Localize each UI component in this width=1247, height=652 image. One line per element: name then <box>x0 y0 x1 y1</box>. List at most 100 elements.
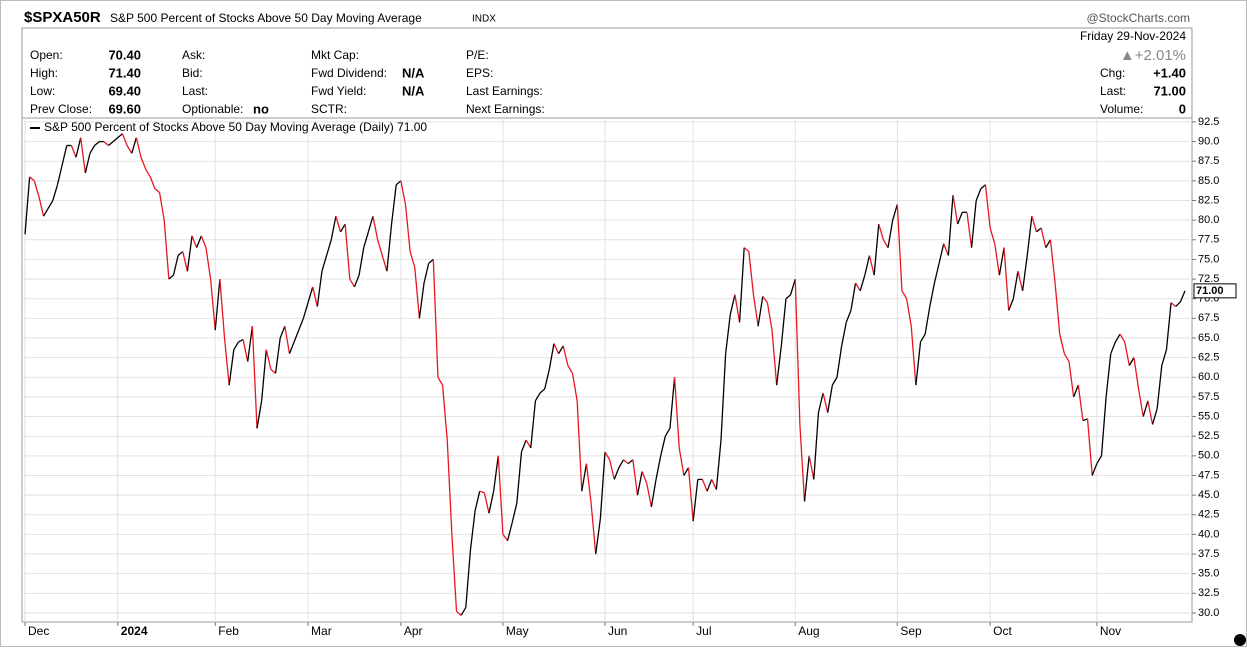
line-segment <box>776 345 782 386</box>
line-segment <box>1017 271 1024 291</box>
y-tick-label: 47.5 <box>1198 469 1219 481</box>
quote-label: Last: <box>182 84 208 98</box>
line-segment <box>831 376 838 386</box>
line-segment <box>813 412 820 480</box>
line-segment <box>762 295 768 304</box>
y-tick-label: 90.0 <box>1198 135 1219 147</box>
line-segment <box>1161 349 1168 366</box>
line-segment <box>358 247 365 276</box>
line-segment <box>1165 302 1172 350</box>
line-segment <box>789 278 796 295</box>
x-tick-label: 2024 <box>121 624 148 638</box>
line-segment <box>242 339 249 362</box>
line-segment <box>270 368 276 374</box>
line-segment <box>108 141 114 146</box>
line-segment <box>1031 216 1038 233</box>
line-segment <box>743 247 750 253</box>
line-segment <box>418 282 425 319</box>
line-segment <box>89 145 96 154</box>
line-segment <box>1133 357 1140 390</box>
line-segment <box>859 274 866 292</box>
line-segment <box>316 271 323 307</box>
line-segment <box>158 192 165 221</box>
line-segment <box>47 200 54 209</box>
line-segment <box>618 459 625 468</box>
line-segment <box>284 326 291 354</box>
x-tick-label: Oct <box>993 624 1012 638</box>
line-segment <box>1147 400 1154 425</box>
line-segment <box>1137 388 1144 417</box>
quote-label: SCTR: <box>311 102 347 116</box>
line-segment <box>260 349 267 401</box>
quote-label: EPS: <box>466 66 493 80</box>
quote-label: Fwd Dividend: <box>311 66 387 80</box>
line-segment <box>321 255 328 272</box>
line-segment <box>238 338 244 343</box>
line-segment <box>868 255 875 276</box>
line-segment <box>799 424 806 502</box>
line-segment <box>209 279 216 331</box>
line-segment <box>256 400 263 429</box>
line-segment <box>590 502 597 555</box>
line-segment <box>451 534 458 612</box>
line-segment <box>984 184 991 229</box>
y-tick-label: 85.0 <box>1198 175 1219 187</box>
y-tick-label: 92.5 <box>1198 116 1219 128</box>
x-tick-label: Mar <box>311 624 332 638</box>
line-segment <box>544 369 550 390</box>
line-segment <box>307 286 314 303</box>
line-segment <box>381 255 388 272</box>
line-segment <box>1068 361 1075 397</box>
line-segment <box>836 345 843 378</box>
x-tick-label: Nov <box>1100 624 1121 638</box>
line-segment <box>1063 353 1070 362</box>
line-segment <box>1124 341 1130 366</box>
line-segment <box>525 439 532 449</box>
line-segment <box>446 440 453 535</box>
line-segment <box>720 353 727 441</box>
line-segment <box>664 428 671 437</box>
y-tick-label: 42.5 <box>1198 509 1219 521</box>
exchange: INDX <box>472 14 496 25</box>
line-segment <box>219 279 226 339</box>
line-segment <box>177 251 184 256</box>
line-segment <box>247 326 254 362</box>
y-tick-label: 50.0 <box>1198 450 1219 462</box>
line-segment <box>497 455 504 535</box>
line-segment <box>145 168 151 178</box>
line-segment <box>576 400 583 492</box>
line-segment <box>390 184 397 225</box>
line-segment <box>933 263 940 284</box>
change-pct: ▲+2.01% <box>1120 47 1186 64</box>
quote-label: Open: <box>30 48 63 62</box>
y-tick-label: 65.0 <box>1198 332 1219 344</box>
line-segment <box>279 325 286 339</box>
x-tick-label: May <box>506 624 529 638</box>
quote-value: +1.40 <box>1153 65 1186 80</box>
line-segment <box>24 176 31 235</box>
line-segment <box>479 490 485 494</box>
y-tick-label: 45.0 <box>1198 489 1219 501</box>
line-segment <box>274 337 281 374</box>
quote-label: Chg: <box>1100 66 1125 80</box>
line-segment <box>803 455 810 502</box>
line-segment <box>980 184 986 190</box>
line-segment <box>970 200 977 248</box>
quote-box <box>21 27 1193 119</box>
line-segment <box>1142 400 1149 417</box>
line-segment <box>335 216 342 233</box>
line-segment <box>1105 353 1112 397</box>
line-segment <box>1170 302 1177 308</box>
line-segment <box>56 164 63 185</box>
line-segment <box>850 282 857 311</box>
y-tick-label: 52.5 <box>1198 430 1219 442</box>
line-segment <box>892 204 898 221</box>
line-segment <box>29 176 35 182</box>
line-segment <box>1049 239 1056 284</box>
line-segment <box>520 439 527 453</box>
line-segment <box>483 492 490 514</box>
line-segment <box>182 251 189 272</box>
line-segment <box>994 243 1001 276</box>
line-segment <box>395 180 402 186</box>
line-segment <box>172 255 179 276</box>
